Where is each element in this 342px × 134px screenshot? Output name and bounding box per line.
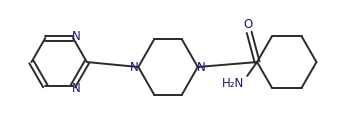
Text: N: N	[130, 60, 139, 74]
Text: O: O	[244, 18, 253, 31]
Text: H₂N: H₂N	[222, 77, 245, 90]
Text: N: N	[71, 30, 80, 43]
Text: N: N	[71, 81, 80, 94]
Text: N: N	[197, 60, 206, 74]
